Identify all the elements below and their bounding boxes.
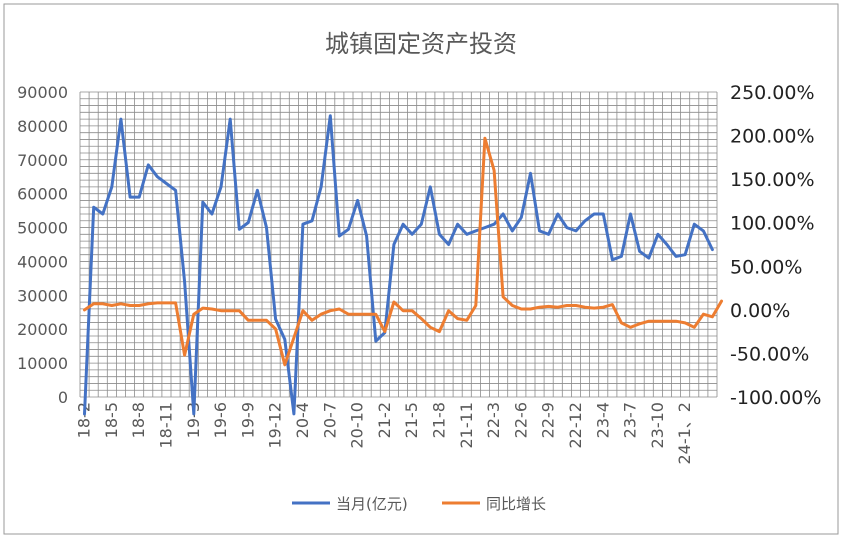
right-axis-tick-label: 0.00% [730,300,790,322]
x-axis-tick-label: 24-1、2 [675,402,694,465]
x-axis-tick-label: 19-3 [184,402,203,438]
x-axis-tick-label: 18-8 [129,402,148,438]
x-axis-tick-label: 23-10 [648,402,667,449]
x-axis-tick-label: 19-12 [266,402,285,449]
x-axis-tick-label: 19-9 [238,402,257,438]
legend-label-yoy: 同比增长 [486,495,546,513]
right-axis-tick-label: 200.00% [730,126,815,148]
right-axis-tick-label: 250.00% [730,82,815,104]
chart-title: 城镇固定资产投资 [325,30,517,58]
x-axis-tick-label: 19-6 [211,402,230,438]
x-axis-tick-label: 23-4 [593,402,612,438]
series-lines [83,114,723,416]
left-axis-tick-label: 70000 [17,151,68,170]
x-axis-tick-label: 21-11 [457,402,476,449]
x-axis-tick-label: 21-5 [402,402,421,438]
left-axis-tick-label: 0 [58,388,68,407]
left-axis-tick-label: 10000 [17,354,68,373]
left-axis-tick-label: 20000 [17,320,68,339]
x-axis-tick-label: 20-7 [320,402,339,438]
left-axis-tick-label: 30000 [17,286,68,305]
left-axis-tick-label: 90000 [17,83,68,102]
left-axis-tick-label: 50000 [17,219,68,238]
x-axis-tick-label: 18-5 [102,402,121,438]
legend-label-monthly: 当月(亿元) [336,495,408,513]
x-axis-tick-label: 20-4 [293,402,312,438]
x-axis-tick-label: 21-8 [429,402,448,438]
right-axis-tick-label: -100.00% [730,387,821,409]
right-axis-tick-label: -50.00% [730,343,809,365]
x-axis-tick-label: 18-11 [156,402,175,449]
x-axis-tick-label: 23-7 [621,402,640,438]
legend: 当月(亿元) 同比增长 [292,495,546,513]
left-axis-tick-labels: 0 10000 20000 30000 40000 50000 60000 70000 8000… [17,83,68,407]
right-axis-tick-label: 50.00% [730,256,802,278]
x-axis-tick-labels: 18-2 18-5 18-8 18-11 19-3 19-6 19-9 19-12 20-4 20… [75,402,695,465]
x-axis-tick-label: 18-2 [75,402,94,438]
series-line-1 [83,136,723,367]
left-axis-tick-label: 80000 [17,117,68,136]
x-axis-tick-label: 22-9 [539,402,558,438]
x-axis-tick-label: 22-3 [484,402,503,438]
x-axis-tick-label: 21-2 [375,402,394,438]
x-axis-tick-label: 20-10 [348,402,367,449]
series-line-0 [83,114,714,416]
grid-lines [79,91,718,398]
x-axis-tick-label: 22-12 [566,402,585,449]
x-axis-tick-label: 22-6 [511,402,530,438]
right-axis-tick-labels: -100.00% -50.00% 0.00% 50.00% 100.00% 150.00%… [730,82,821,409]
left-axis-tick-label: 60000 [17,185,68,204]
chart-frame [3,3,839,535]
left-axis-tick-label: 40000 [17,252,68,271]
right-axis-tick-label: 100.00% [730,213,815,235]
right-axis-tick-label: 150.00% [730,169,815,191]
